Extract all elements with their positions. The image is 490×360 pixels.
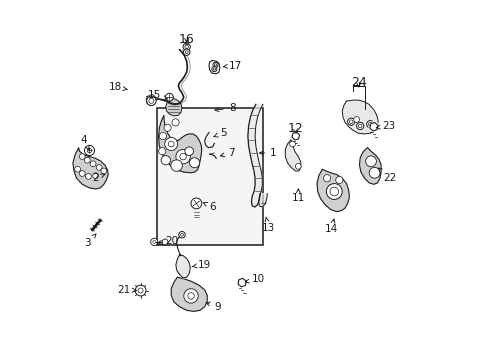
Circle shape [93,173,98,179]
Circle shape [191,198,202,209]
Circle shape [147,96,156,105]
Circle shape [369,167,380,178]
Text: 20: 20 [158,236,178,246]
Circle shape [183,49,190,55]
Text: 16: 16 [179,33,195,46]
Circle shape [237,278,247,287]
Text: 14: 14 [325,219,338,234]
Circle shape [185,147,194,156]
Circle shape [366,156,376,167]
Circle shape [212,67,217,72]
Polygon shape [370,122,378,131]
Polygon shape [342,100,378,134]
Circle shape [86,174,91,179]
Polygon shape [285,140,301,171]
Circle shape [97,165,102,170]
Circle shape [330,187,339,196]
Circle shape [292,132,300,140]
Text: 5: 5 [214,128,226,138]
Polygon shape [171,277,207,311]
Circle shape [347,118,355,125]
Circle shape [101,168,107,174]
Text: 11: 11 [292,189,305,203]
Circle shape [151,238,158,246]
Text: 12: 12 [288,122,303,135]
Circle shape [323,175,331,182]
Circle shape [166,93,173,101]
Text: 18: 18 [109,82,127,92]
Circle shape [369,122,379,131]
Text: 2: 2 [93,173,105,183]
Text: 7: 7 [220,148,234,158]
Text: 3: 3 [84,234,96,248]
Text: 1: 1 [260,148,277,158]
Circle shape [295,163,301,169]
Circle shape [336,176,343,184]
Text: 23: 23 [376,121,396,131]
Polygon shape [176,255,190,278]
Circle shape [162,239,168,245]
Circle shape [290,141,295,147]
Text: 24: 24 [351,76,367,89]
Text: 13: 13 [262,217,275,233]
Circle shape [176,149,190,164]
Circle shape [188,293,194,299]
Circle shape [171,160,182,171]
Polygon shape [73,148,108,189]
Circle shape [159,148,166,155]
Polygon shape [166,98,182,116]
Circle shape [367,121,374,128]
Circle shape [153,240,156,243]
Text: 10: 10 [245,274,265,284]
Circle shape [74,166,80,172]
Circle shape [169,141,174,147]
Circle shape [165,138,178,150]
Text: 9: 9 [206,302,221,312]
Circle shape [213,62,218,67]
Circle shape [161,156,171,165]
Polygon shape [360,148,381,184]
Circle shape [184,289,198,303]
Text: 17: 17 [223,60,243,71]
Circle shape [172,119,179,126]
Text: 19: 19 [192,260,211,270]
Polygon shape [159,115,202,173]
Text: 4: 4 [81,135,89,150]
Text: 8: 8 [215,103,235,113]
Circle shape [84,157,90,163]
Polygon shape [292,132,299,140]
Text: 15: 15 [148,90,168,100]
Text: 6: 6 [203,202,216,212]
Polygon shape [238,278,246,287]
Circle shape [84,145,95,156]
Circle shape [357,122,364,130]
Circle shape [90,161,96,167]
Text: 21: 21 [118,285,137,295]
Circle shape [190,158,199,168]
Polygon shape [209,60,220,74]
Circle shape [326,184,342,199]
Circle shape [164,124,171,131]
Circle shape [79,171,85,176]
Circle shape [79,154,85,159]
Circle shape [180,153,186,160]
Circle shape [135,285,146,296]
Bar [157,108,263,245]
Circle shape [354,117,360,122]
Text: 22: 22 [378,168,397,183]
Circle shape [179,231,185,238]
Polygon shape [248,104,268,207]
Polygon shape [317,169,349,212]
Circle shape [159,132,167,140]
Circle shape [183,43,190,50]
